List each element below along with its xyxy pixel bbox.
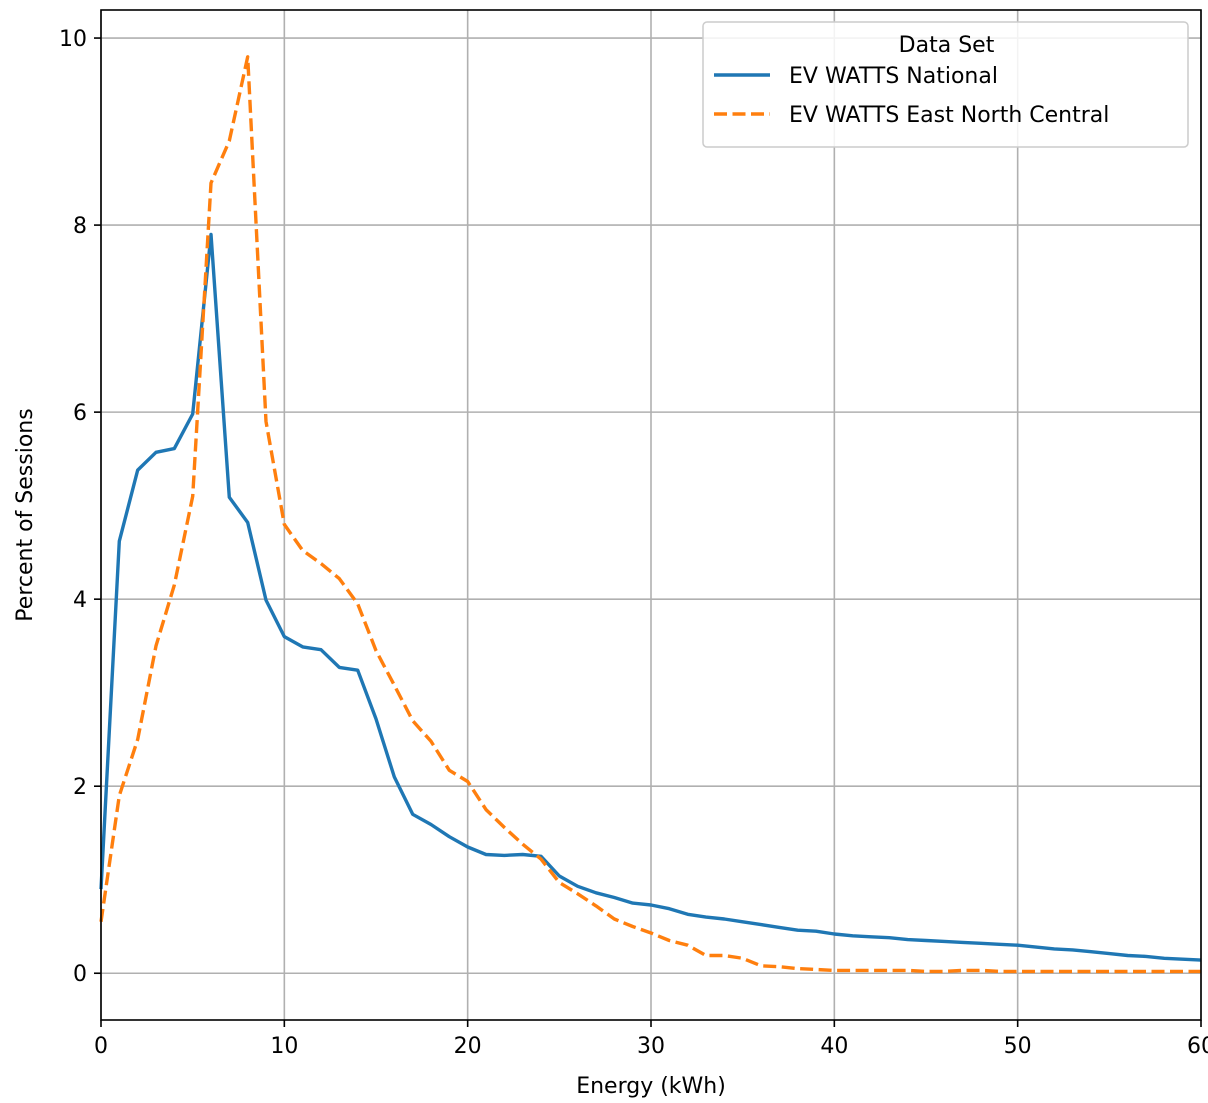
- y-tick-label: 10: [59, 27, 87, 52]
- y-tick-label: 8: [73, 214, 87, 239]
- y-tick-label: 0: [73, 962, 87, 987]
- x-tick-label: 0: [94, 1034, 108, 1059]
- legend-label-east-north-central: EV WATTS East North Central: [789, 103, 1109, 128]
- x-tick-label: 40: [820, 1034, 848, 1059]
- legend-title: Data Set: [899, 33, 995, 58]
- y-tick-label: 6: [73, 401, 87, 426]
- x-tick-label: 30: [637, 1034, 665, 1059]
- ticks: 0 10 20 30 40 50 60 0 2 4 6 8 10: [59, 27, 1208, 1059]
- x-tick-label: 20: [454, 1034, 482, 1059]
- legend: Data Set EV WATTS National EV WATTS East…: [702, 21, 1189, 148]
- legend-label-national: EV WATTS National: [789, 64, 998, 89]
- x-axis-title: Energy (kWh): [576, 1074, 726, 1099]
- legend-box: [702, 21, 1189, 148]
- grid: [100, 10, 1202, 1020]
- y-tick-label: 4: [73, 588, 87, 613]
- x-tick-label: 50: [1004, 1034, 1032, 1059]
- series-line-national: [99, 232, 1202, 962]
- y-axis-title: Percent of Sessions: [13, 408, 38, 621]
- x-tick-label: 60: [1187, 1034, 1208, 1059]
- series-line-east-north-central: [99, 55, 1201, 974]
- x-tick-label: 10: [270, 1034, 298, 1059]
- y-tick-label: 2: [73, 775, 87, 800]
- series-lines: [99, 55, 1202, 974]
